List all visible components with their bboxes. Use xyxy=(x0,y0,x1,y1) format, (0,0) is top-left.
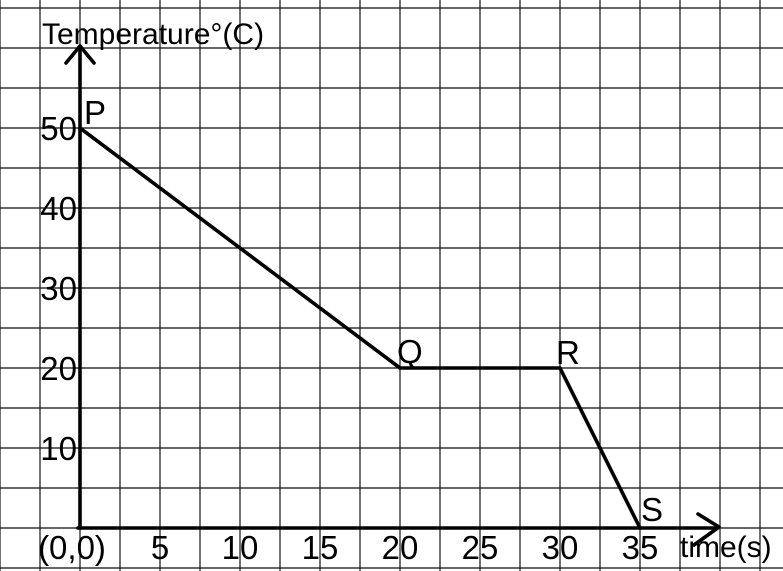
y-tick-50: 50 xyxy=(40,110,77,147)
y-tick-labels: 50 40 30 20 10 xyxy=(40,110,77,467)
point-labels: P Q R S xyxy=(84,94,663,528)
x-axis-arrow-icon xyxy=(692,512,721,547)
y-tick-30: 30 xyxy=(40,270,77,307)
y-tick-40: 40 xyxy=(40,190,77,227)
x-tick-30: 30 xyxy=(542,529,579,566)
chart-title: Temperature°(C) xyxy=(42,18,264,51)
x-axis-title: time(s) xyxy=(680,531,772,564)
x-axis xyxy=(76,512,721,547)
point-label-p: P xyxy=(84,94,106,131)
point-label-s: S xyxy=(641,491,663,528)
x-tick-20: 20 xyxy=(382,529,419,566)
y-tick-20: 20 xyxy=(40,350,77,387)
y-axis-arrow-icon xyxy=(64,44,96,65)
x-tick-35: 35 xyxy=(622,529,659,566)
point-label-q: Q xyxy=(397,333,423,370)
x-tick-10: 10 xyxy=(222,529,259,566)
y-tick-10: 10 xyxy=(40,430,77,467)
point-label-r: R xyxy=(556,334,580,371)
temperature-curve xyxy=(78,126,642,530)
x-tick-5: 5 xyxy=(151,529,169,566)
origin-label: (0,0) xyxy=(38,529,106,566)
x-tick-labels: (0,0) 5 10 15 20 25 30 35 time(s) xyxy=(38,529,772,566)
x-tick-15: 15 xyxy=(302,529,339,566)
x-tick-25: 25 xyxy=(462,529,499,566)
